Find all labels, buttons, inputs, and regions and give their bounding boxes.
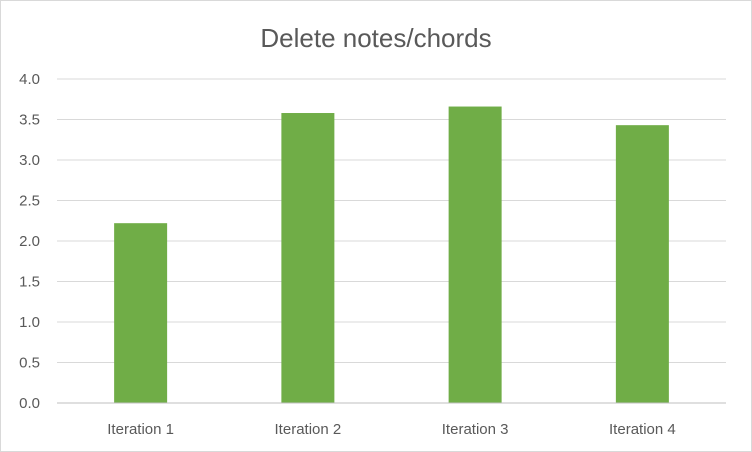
y-tick-label: 4.0: [19, 71, 40, 88]
grid-lines: [57, 78, 726, 363]
y-tick-label: 0.5: [19, 355, 40, 372]
y-tick-label: 2.5: [19, 193, 40, 210]
y-tick-label: 0.0: [19, 395, 40, 412]
y-tick-label: 3.5: [19, 112, 40, 129]
y-tick-label: 2.0: [19, 233, 40, 250]
bar: [281, 113, 335, 404]
x-axis-ticks: Iteration 1 Iteration 2 Iteration 3 Iterati…: [107, 421, 675, 438]
x-tick-label: Iteration 4: [609, 421, 676, 438]
y-tick-label: 1.0: [19, 314, 40, 331]
x-tick-label: Iteration 3: [442, 421, 509, 438]
bar: [114, 223, 168, 403]
y-axis-ticks: 0.0 0.5 1.0 1.5 2.0 2.5 3.0 3.5 4.0: [19, 71, 40, 412]
bar: [615, 125, 669, 404]
chart-title: Delete notes/chords: [260, 23, 491, 53]
x-tick-label: Iteration 2: [275, 421, 342, 438]
y-tick-label: 1.5: [19, 274, 40, 291]
bars: [114, 106, 669, 404]
y-tick-label: 3.0: [19, 152, 40, 169]
x-tick-label: Iteration 1: [107, 421, 174, 438]
bar: [448, 106, 502, 403]
